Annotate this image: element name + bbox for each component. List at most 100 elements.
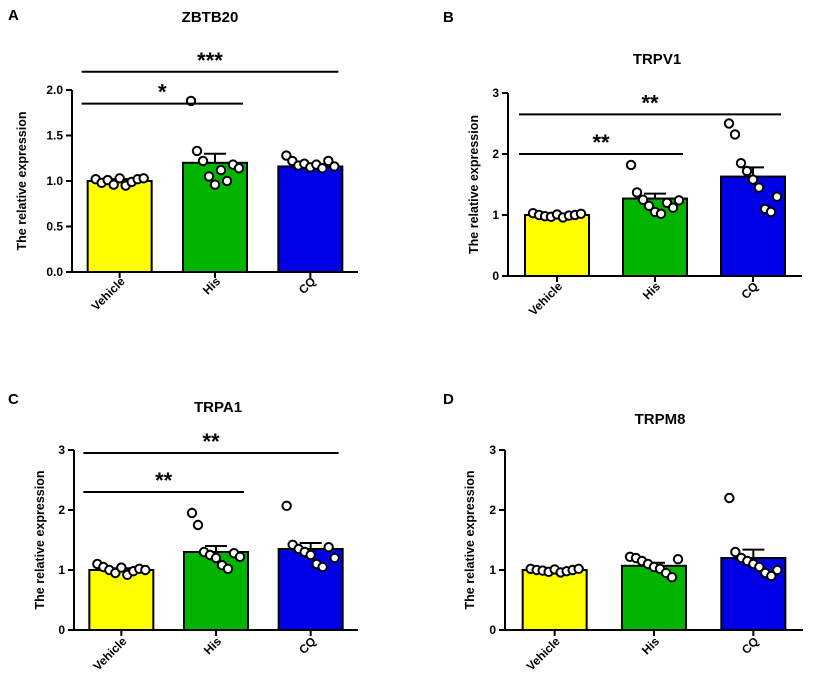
data-point bbox=[625, 159, 637, 171]
y-axis-label: The relative expression bbox=[463, 471, 477, 610]
data-point bbox=[281, 500, 292, 511]
data-point bbox=[729, 129, 741, 140]
data-point bbox=[631, 187, 643, 198]
data-point bbox=[771, 191, 783, 202]
x-tick-label-vehicle: Vehicle bbox=[526, 279, 565, 318]
chart-title: ZBTB20 bbox=[182, 9, 239, 26]
y-tick-label: 1 bbox=[489, 563, 496, 577]
bar-cq bbox=[720, 175, 786, 278]
error-bar-his bbox=[204, 152, 226, 163]
data-point bbox=[747, 174, 759, 185]
data-point bbox=[233, 163, 245, 174]
data-point bbox=[317, 163, 328, 174]
y-tick-label: 2 bbox=[492, 147, 499, 161]
bar-his bbox=[183, 551, 249, 631]
data-point bbox=[203, 171, 215, 182]
data-point bbox=[573, 563, 584, 574]
bar-vehicle bbox=[88, 569, 155, 631]
x-tick-label-vehicle: Vehicle bbox=[90, 634, 129, 673]
data-point bbox=[772, 564, 783, 576]
data-point bbox=[329, 552, 340, 564]
data-point bbox=[210, 552, 222, 564]
data-point bbox=[192, 519, 204, 531]
y-tick-label: 0 bbox=[492, 269, 499, 283]
chart-title: TRPM8 bbox=[635, 411, 686, 428]
chart-title: TRPA1 bbox=[194, 399, 242, 416]
bar-vehicle bbox=[86, 180, 153, 273]
bar-vehicle bbox=[521, 569, 588, 631]
panel-d: D TRPM8 The relative expression 0 1 2 3 Vehicle… bbox=[443, 391, 803, 673]
data-point bbox=[637, 194, 649, 205]
data-point bbox=[234, 551, 246, 562]
significance-label: ** bbox=[202, 429, 220, 454]
chart-panels: A ZBTB20 The relative expression 0.0 0.5 1.0 1… bbox=[8, 7, 803, 673]
y-tick-label: 2 bbox=[489, 503, 496, 517]
data-point bbox=[666, 572, 678, 583]
y-tick-label: 1.0 bbox=[46, 174, 63, 188]
data-point bbox=[186, 507, 198, 519]
data-point bbox=[108, 179, 119, 190]
data-point bbox=[114, 173, 125, 184]
data-point bbox=[209, 179, 221, 190]
data-point bbox=[222, 563, 234, 574]
significance-label: *** bbox=[197, 48, 223, 73]
data-point bbox=[323, 542, 334, 553]
data-point bbox=[191, 145, 203, 157]
panel-b: B TRPV1 The relative expression 0 1 2 3 Vehicle… bbox=[443, 9, 802, 318]
y-tick-label: 3 bbox=[58, 443, 65, 457]
x-tick-label-cq: CQ bbox=[739, 634, 762, 657]
x-tick-label-cq: CQ bbox=[296, 274, 319, 297]
data-point bbox=[197, 155, 209, 167]
significance-label: ** bbox=[641, 90, 659, 115]
data-point bbox=[655, 208, 667, 219]
significance-label: ** bbox=[155, 468, 173, 493]
data-point bbox=[673, 195, 685, 206]
data-point bbox=[753, 182, 765, 193]
bar-cq bbox=[277, 165, 344, 273]
error-bar-his bbox=[205, 545, 227, 552]
panel-c: C TRPA1 The relative expression 0 1 2 3 Vehicle… bbox=[8, 391, 358, 673]
data-point bbox=[138, 173, 149, 184]
bar-his bbox=[182, 161, 248, 273]
data-point bbox=[765, 206, 777, 218]
data-point bbox=[754, 561, 765, 573]
data-point bbox=[735, 157, 747, 169]
data-point bbox=[305, 549, 316, 561]
y-axis-label: The relative expression bbox=[15, 112, 29, 251]
panel-letter: A bbox=[8, 7, 19, 24]
error-bar-cq bbox=[742, 548, 765, 558]
data-point bbox=[215, 164, 227, 176]
data-point bbox=[667, 202, 679, 213]
panel-letter: C bbox=[8, 391, 19, 408]
error-bar-his bbox=[644, 192, 666, 199]
y-axis-label: The relative expression bbox=[467, 115, 481, 254]
data-point bbox=[221, 175, 233, 187]
x-tick-label-vehicle: Vehicle bbox=[524, 634, 563, 673]
data-point bbox=[730, 546, 741, 558]
data-point bbox=[575, 208, 587, 219]
significance-label: ** bbox=[592, 130, 610, 155]
data-point bbox=[116, 562, 127, 573]
error-bar-cq bbox=[299, 542, 322, 549]
y-tick-label: 1.5 bbox=[46, 129, 63, 143]
y-tick-label: 2.0 bbox=[46, 83, 63, 97]
x-tick-label-his: His bbox=[639, 634, 662, 657]
y-tick-label: 0.0 bbox=[46, 265, 63, 279]
y-tick-label: 1 bbox=[58, 563, 65, 577]
y-tick-label: 1 bbox=[492, 208, 499, 222]
y-axis-label: The relative expression bbox=[33, 471, 47, 610]
panel-letter: D bbox=[443, 391, 454, 408]
data-point bbox=[766, 570, 777, 582]
panel-a: A ZBTB20 The relative expression 0.0 0.5 1.0 1… bbox=[8, 7, 358, 313]
x-tick-label-cq: CQ bbox=[738, 279, 761, 302]
data-point bbox=[643, 200, 655, 212]
y-tick-label: 0.5 bbox=[46, 220, 63, 234]
y-tick-label: 0 bbox=[58, 623, 65, 637]
data-point bbox=[317, 561, 328, 573]
data-point bbox=[329, 161, 340, 172]
y-tick-label: 2 bbox=[58, 503, 65, 517]
bar-vehicle bbox=[524, 214, 590, 277]
bar-cq bbox=[277, 548, 344, 631]
chart-title: TRPV1 bbox=[633, 51, 681, 68]
